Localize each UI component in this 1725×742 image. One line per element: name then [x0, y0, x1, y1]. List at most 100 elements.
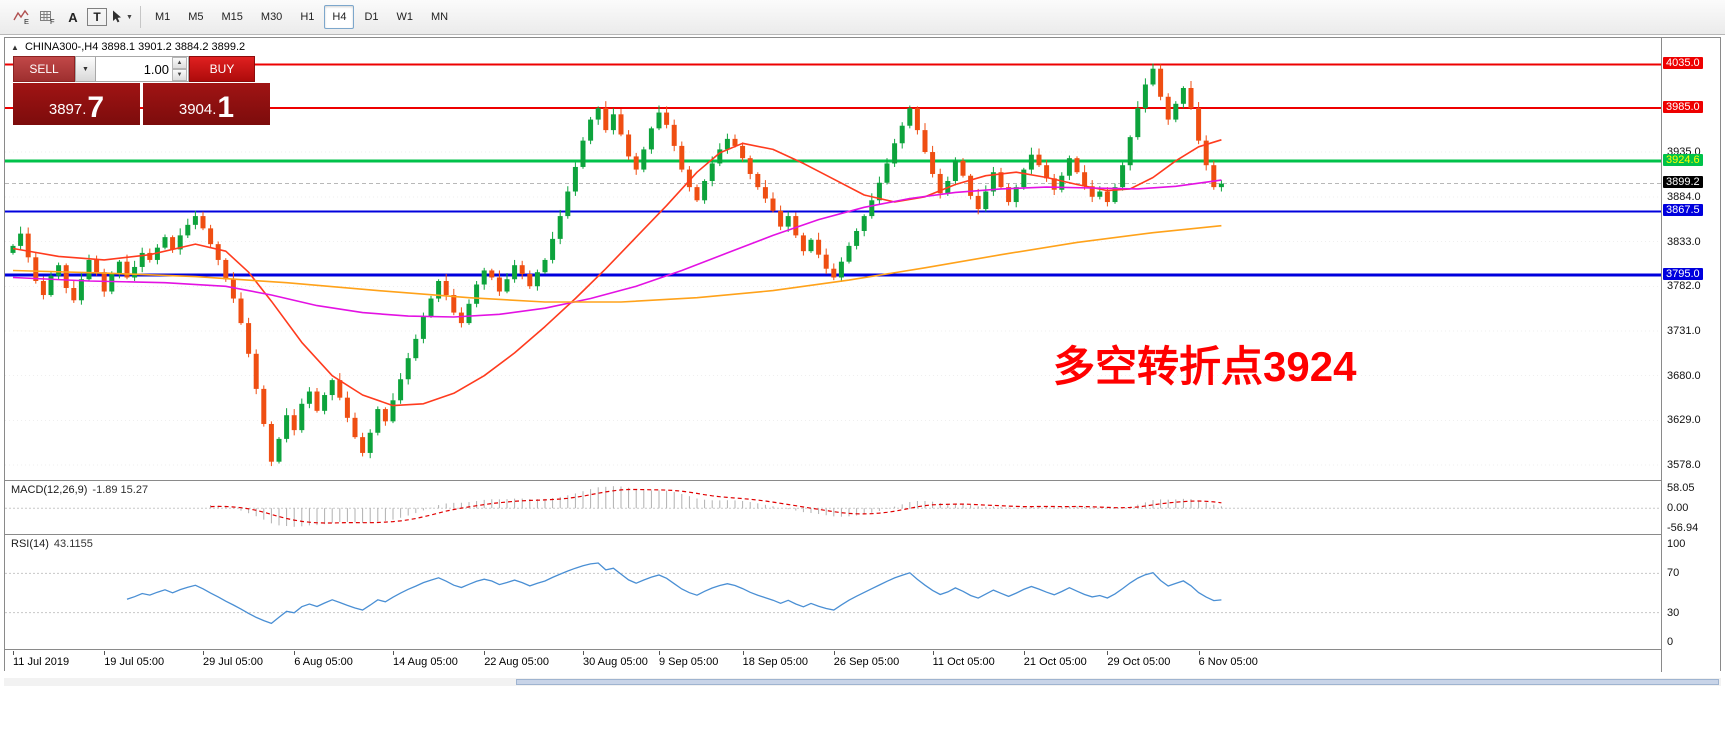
- time-axis-tick: [1198, 651, 1200, 655]
- sell-price-main: 3897.: [48, 101, 87, 118]
- time-axis-label: 30 Aug 05:00: [583, 656, 648, 668]
- time-axis-tick: [1023, 651, 1025, 655]
- toolbar: E F A T ▼ M1 M5 M15 M30 H1 H4 D1 W1 MN: [0, 0, 1725, 35]
- dropdown-caret-icon: ▼: [126, 13, 133, 21]
- up-arrow-icon: ▲: [11, 43, 19, 52]
- macd-pane[interactable]: MACD(12,26,9) -1.89 15.27: [5, 482, 1661, 535]
- chart-region: ▲ CHINA300-,H4 3898.1 3901.2 3884.2 3899…: [4, 37, 1721, 672]
- time-axis-tick: [932, 651, 934, 655]
- volume-field-wrap: ▲ ▼: [96, 56, 189, 82]
- macd-label: MACD(12,26,9) -1.89 15.27: [11, 484, 148, 496]
- macd-name: MACD(12,26,9): [11, 484, 88, 496]
- time-axis-label: 6 Aug 05:00: [294, 656, 353, 668]
- timeframe-h1[interactable]: H1: [292, 5, 322, 29]
- timeframe-m15[interactable]: M15: [214, 5, 251, 29]
- volume-spinner: ▲ ▼: [172, 57, 187, 81]
- time-axis-label: 14 Aug 05:00: [393, 656, 458, 668]
- time-axis-tick: [1107, 651, 1109, 655]
- time-axis-label: 26 Sep 05:00: [833, 656, 900, 668]
- timeframe-mn[interactable]: MN: [423, 5, 456, 29]
- macd-axis-value: 58.05: [1667, 482, 1695, 494]
- time-axis-tick: [742, 651, 744, 655]
- toolbar-separator: [139, 6, 141, 28]
- svg-text:E: E: [24, 17, 29, 25]
- rsi-name: RSI(14): [11, 538, 49, 550]
- horizontal-scrollbar[interactable]: [4, 678, 1721, 686]
- price-level-badge: 3924.6: [1663, 154, 1703, 167]
- time-axis-label: 29 Jul 05:00: [203, 656, 263, 668]
- time-axis-label: 18 Sep 05:00: [742, 656, 809, 668]
- time-axis-tick: [833, 651, 835, 655]
- price-level-badge: 3867.5: [1663, 204, 1703, 217]
- chart-text-annotation: 多空转折点3924: [1053, 343, 1357, 390]
- symbol-header: ▲ CHINA300-,H4 3898.1 3901.2 3884.2 3899…: [11, 41, 245, 53]
- cursor-tool-icon[interactable]: ▼: [109, 5, 134, 29]
- time-axis-label: 19 Jul 05:00: [104, 656, 165, 668]
- timeframe-m5[interactable]: M5: [180, 5, 211, 29]
- scrollbar-thumb[interactable]: [516, 679, 1719, 685]
- timeframe-m1[interactable]: M1: [147, 5, 178, 29]
- time-axis-tick: [659, 651, 660, 655]
- price-axis-column[interactable]: 3935.0 3884.0 3833.0 3782.0 3731.0 3680.0 3629…: [1661, 38, 1720, 672]
- objects-grid-icon[interactable]: F: [35, 5, 59, 29]
- timeframe-h4[interactable]: H4: [324, 5, 355, 29]
- sell-price-button[interactable]: 3897. 7: [13, 83, 140, 125]
- rsi-axis-value: 30: [1667, 606, 1680, 619]
- time-axis-label: 6 Nov 05:00: [1198, 656, 1258, 668]
- price-tick: 3884.0: [1667, 190, 1701, 203]
- time-axis-tick: [203, 651, 204, 655]
- candlestick-chart-svg: [5, 63, 1661, 467]
- macd-axis-value: 0.00: [1667, 502, 1689, 515]
- trade-panel-top-row: SELL ▼ ▲ ▼ BUY: [13, 56, 271, 82]
- rsi-label: RSI(14) 43.1155: [11, 538, 93, 550]
- buy-button[interactable]: BUY: [189, 56, 255, 82]
- macd-axis-value: -56.94: [1667, 522, 1699, 534]
- macd-values: -1.89 15.27: [92, 484, 149, 496]
- price-level-badge: 3985.0: [1663, 101, 1703, 114]
- symbol-name: CHINA300-,H4: [24, 41, 99, 53]
- price-tick: 3833.0: [1667, 235, 1701, 248]
- timeframe-button-group: M1 M5 M15 M30 H1 H4 D1 W1 MN: [146, 5, 457, 29]
- rsi-pane[interactable]: RSI(14) 43.1155: [5, 536, 1661, 650]
- symbol-ohlc: 3898.1 3901.2 3884.2 3899.2: [101, 41, 246, 53]
- text-box-icon[interactable]: T: [87, 8, 107, 26]
- price-tick: 3782.0: [1667, 280, 1701, 293]
- volume-dropdown-button[interactable]: ▼: [75, 56, 96, 82]
- volume-decrease-button[interactable]: ▼: [172, 69, 187, 81]
- timeframe-m30[interactable]: M30: [253, 5, 290, 29]
- rsi-values: 43.1155: [53, 538, 93, 550]
- volume-increase-button[interactable]: ▲: [172, 57, 187, 69]
- svg-text:F: F: [50, 17, 55, 25]
- buy-price-button[interactable]: 3904. 1: [143, 83, 270, 125]
- macd-chart-svg: [5, 486, 1661, 527]
- time-axis-label: 22 Aug 05:00: [484, 656, 550, 668]
- rsi-chart-svg: [5, 562, 1661, 625]
- sell-price-big-digit: 7: [87, 90, 105, 124]
- time-axis-tick: [104, 651, 106, 655]
- rsi-axis-value: 70: [1667, 567, 1680, 580]
- timeframe-w1[interactable]: W1: [389, 5, 422, 29]
- trade-panel-price-row: 3897. 7 3904. 1: [13, 83, 271, 125]
- volume-input[interactable]: [96, 57, 172, 81]
- price-axis-macd: 58.05 0.00 -56.94: [1662, 482, 1721, 535]
- price-axis-main: 3935.0 3884.0 3833.0 3782.0 3731.0 3680.0 3629…: [1662, 38, 1721, 481]
- price-level-badge: 4035.0: [1663, 57, 1703, 70]
- time-axis-tick: [583, 651, 584, 655]
- indicator-window-icon[interactable]: E: [9, 5, 33, 29]
- text-label-icon[interactable]: A: [61, 5, 85, 29]
- price-chart-pane[interactable]: ▲ CHINA300-,H4 3898.1 3901.2 3884.2 3899…: [5, 38, 1661, 481]
- price-axis-rsi: 100 70 30 0: [1662, 536, 1721, 650]
- time-axis[interactable]: 11 Jul 2019 19 Jul 05:00 29 Jul 05:00 6 Aug…: [5, 651, 1661, 672]
- price-level-badge: 3899.2: [1663, 176, 1703, 189]
- time-axis-tick: [294, 651, 296, 655]
- price-tick: 3629.0: [1667, 414, 1701, 427]
- one-click-trade-panel: SELL ▼ ▲ ▼ BUY 3897. 7 3904.: [13, 56, 271, 125]
- sell-button[interactable]: SELL: [13, 56, 75, 82]
- time-axis-tick: [13, 651, 14, 655]
- timeframe-d1[interactable]: D1: [356, 5, 386, 29]
- buy-price-main: 3904.: [178, 101, 217, 118]
- time-axis-label: 11 Oct 05:00: [932, 656, 995, 668]
- rsi-axis-value: 0: [1667, 636, 1674, 648]
- price-tick: 3680.0: [1667, 369, 1701, 382]
- buy-price-big-digit: 1: [217, 90, 235, 124]
